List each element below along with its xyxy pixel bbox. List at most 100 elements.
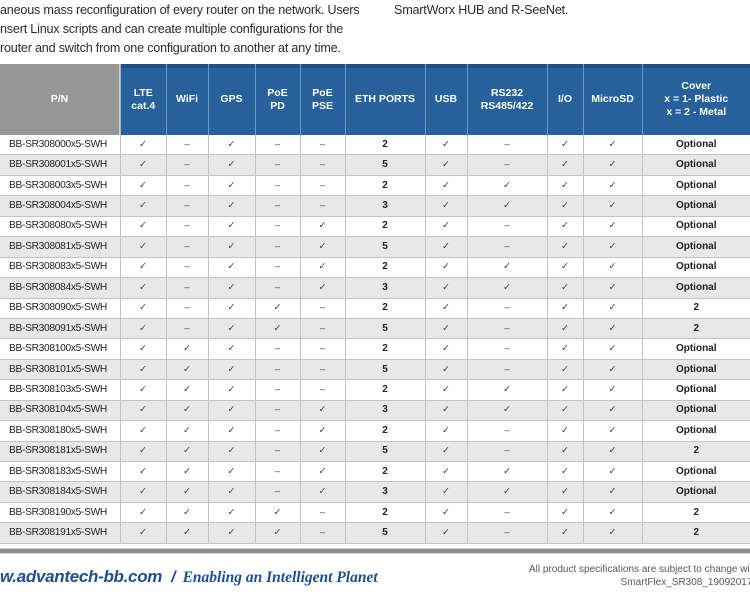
dash-cell: – xyxy=(300,359,346,381)
dash-cell: – xyxy=(467,318,548,340)
dash-cell: – xyxy=(255,236,301,258)
check-mark-cell: ✓ xyxy=(425,522,468,544)
table-row: BB-SR308004x5-SWH ✓ – ✓ – –3 ✓ ✓ ✓ ✓ Optional xyxy=(0,195,750,217)
dash-cell: – xyxy=(255,379,301,401)
check-mark-cell: ✓ xyxy=(120,461,167,483)
check-mark-cell: ✓ xyxy=(208,338,256,360)
spec-value-cell: Optional xyxy=(642,175,750,197)
dash-cell: – xyxy=(300,154,346,176)
check-mark-cell: ✓ xyxy=(583,135,643,156)
table-row: BB-SR308083x5-SWH ✓ – ✓ – ✓ 2 ✓ ✓ ✓ ✓ Optional xyxy=(0,257,750,279)
spec-value-cell: 5 xyxy=(345,236,426,258)
check-mark-cell: ✓ xyxy=(166,338,209,360)
check-mark-cell: ✓ xyxy=(583,461,643,483)
table-row: BB-SR308101x5-SWH ✓ ✓ ✓ – –5 ✓ – ✓ ✓ Optional xyxy=(0,359,750,381)
dash-cell: – xyxy=(255,257,301,279)
check-mark-cell: ✓ xyxy=(120,481,167,503)
check-mark-cell: ✓ xyxy=(547,461,584,483)
table-row: BB-SR308090x5-SWH ✓ – ✓ ✓ –2 ✓ – ✓ ✓ 2 xyxy=(0,298,750,319)
dash-cell: – xyxy=(166,154,209,176)
check-mark-cell: ✓ xyxy=(547,441,584,463)
check-mark-cell: ✓ xyxy=(300,481,346,503)
spec-value-cell: 2 xyxy=(345,135,426,156)
check-mark-cell: ✓ xyxy=(120,338,167,360)
check-mark-cell: ✓ xyxy=(300,257,346,279)
spec-value-cell: Optional xyxy=(642,461,750,483)
spec-value-cell: Optional xyxy=(642,154,750,176)
dash-cell: – xyxy=(467,338,548,360)
check-mark-cell: ✓ xyxy=(300,441,346,463)
check-mark-cell: ✓ xyxy=(547,298,584,319)
check-mark-cell: ✓ xyxy=(425,277,468,299)
part-number-cell: BB-SR308103x5-SWH xyxy=(0,379,121,401)
check-mark-cell: ✓ xyxy=(300,236,346,258)
check-mark-cell: ✓ xyxy=(166,400,209,422)
check-mark-cell: ✓ xyxy=(467,379,548,401)
check-mark-cell: ✓ xyxy=(255,502,301,524)
column-header: I/O xyxy=(546,64,583,135)
dash-cell: – xyxy=(255,277,301,299)
footer-separator: / xyxy=(171,569,176,586)
part-number-cell: BB-SR308181x5-SWH xyxy=(0,441,121,463)
dash-cell: – xyxy=(255,441,301,463)
intro-line: router and switch from one configuration… xyxy=(0,41,341,55)
spec-value-cell: 2 xyxy=(345,502,426,524)
spec-value-cell: Optional xyxy=(642,379,750,401)
footer-note-line2: SmartFlex_SR308_19092017d xyxy=(620,577,750,588)
dash-cell: – xyxy=(166,318,209,340)
part-number-cell: BB-SR308184x5-SWH xyxy=(0,481,121,503)
check-mark-cell: ✓ xyxy=(547,338,584,360)
check-mark-cell: ✓ xyxy=(166,481,209,503)
check-mark-cell: ✓ xyxy=(547,359,584,381)
column-header: WiFi xyxy=(165,64,208,135)
check-mark-cell: ✓ xyxy=(120,298,167,319)
part-number-cell: BB-SR308080x5-SWH xyxy=(0,216,121,238)
check-mark-cell: ✓ xyxy=(425,338,468,360)
check-mark-cell: ✓ xyxy=(583,481,643,503)
check-mark-cell: ✓ xyxy=(208,420,256,442)
dash-cell: – xyxy=(166,216,209,238)
table-row: BB-SR308000x5-SWH ✓ – ✓ – –2 ✓ – ✓ ✓ Optional xyxy=(0,135,750,156)
part-number-cell: BB-SR308084x5-SWH xyxy=(0,277,121,299)
check-mark-cell: ✓ xyxy=(166,461,209,483)
check-mark-cell: ✓ xyxy=(120,420,167,442)
check-mark-cell: ✓ xyxy=(208,400,256,422)
spec-value-cell: 2 xyxy=(345,298,426,319)
check-mark-cell: ✓ xyxy=(166,359,209,381)
table-row: BB-SR308091x5-SWH ✓ – ✓ ✓ –5 ✓ – ✓ ✓ 2 xyxy=(0,318,750,340)
part-number-cell: BB-SR308191x5-SWH xyxy=(0,522,121,544)
check-mark-cell: ✓ xyxy=(547,522,584,544)
table-header-row: P/N LTE cat.4 WiFi GPS PoE PD PoE PSE ETH PORT… xyxy=(0,64,750,135)
spec-value-cell: 2 xyxy=(345,379,426,401)
column-header: PoE PD xyxy=(254,64,300,135)
spec-value-cell: 3 xyxy=(345,400,426,422)
footer-brand: w.advantech-bb.com / Enabling an Intellige… xyxy=(0,567,378,587)
table-row: BB-SR308184x5-SWH ✓ ✓ ✓ – ✓ 3 ✓ ✓ ✓ ✓ Optional xyxy=(0,481,750,503)
check-mark-cell: ✓ xyxy=(583,298,643,319)
check-mark-cell: ✓ xyxy=(547,400,584,422)
dash-cell: – xyxy=(467,298,548,319)
footer-website-link[interactable]: w.advantech-bb.com xyxy=(0,567,163,586)
dash-cell: – xyxy=(255,461,301,483)
part-number-cell: BB-SR308000x5-SWH xyxy=(0,135,121,156)
table-row: BB-SR308080x5-SWH ✓ – ✓ – ✓ 2 ✓ – ✓ ✓ Optional xyxy=(0,216,750,238)
intro-paragraph-left: aneous mass reconfiguration of every rou… xyxy=(0,1,378,58)
spec-value-cell: Optional xyxy=(642,481,750,503)
dash-cell: – xyxy=(300,338,346,360)
check-mark-cell: ✓ xyxy=(583,359,643,381)
check-mark-cell: ✓ xyxy=(583,236,643,258)
spec-table-container: P/N LTE cat.4 WiFi GPS PoE PD PoE PSE ETH PORT… xyxy=(0,64,750,544)
check-mark-cell: ✓ xyxy=(166,379,209,401)
check-mark-cell: ✓ xyxy=(583,195,643,217)
check-mark-cell: ✓ xyxy=(425,318,468,340)
check-mark-cell: ✓ xyxy=(425,195,468,217)
check-mark-cell: ✓ xyxy=(583,277,643,299)
spec-value-cell: 5 xyxy=(345,318,426,340)
table-row: BB-SR308103x5-SWH ✓ ✓ ✓ – –2 ✓ ✓ ✓ ✓ Optional xyxy=(0,379,750,401)
table-row: BB-SR308190x5-SWH ✓ ✓ ✓ ✓ –2 ✓ – ✓ ✓ 2 xyxy=(0,502,750,524)
check-mark-cell: ✓ xyxy=(425,400,468,422)
check-mark-cell: ✓ xyxy=(120,318,167,340)
dash-cell: – xyxy=(300,379,346,401)
check-mark-cell: ✓ xyxy=(583,379,643,401)
spec-value-cell: 5 xyxy=(345,441,426,463)
